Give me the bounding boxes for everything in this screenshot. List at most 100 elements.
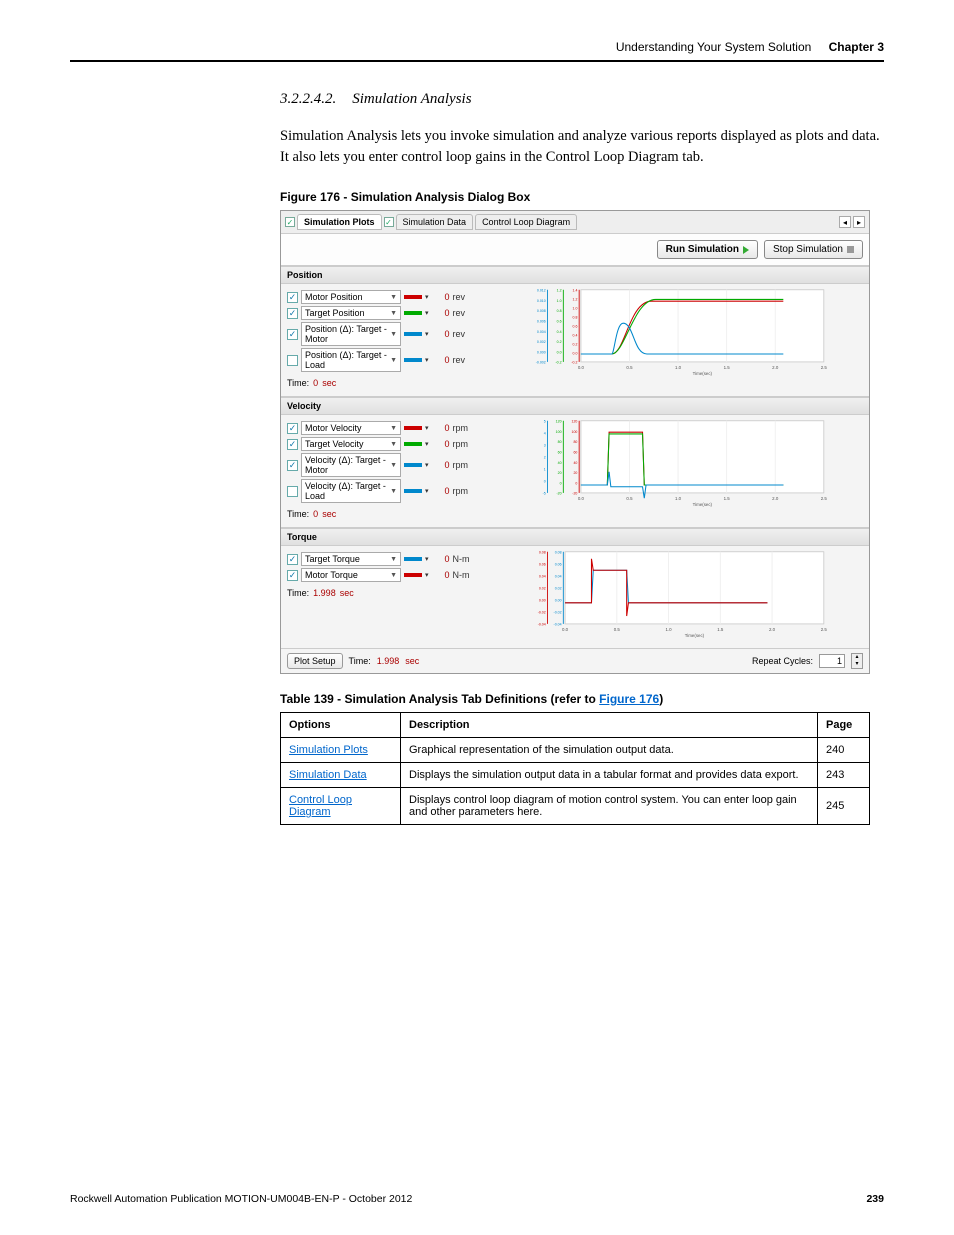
series-checkbox[interactable]: ✓ <box>287 554 298 565</box>
series-row: ✓Target Position▼▾0rev <box>287 306 497 320</box>
color-swatch[interactable] <box>404 463 422 467</box>
tab-simulation-plots[interactable]: Simulation Plots <box>297 214 382 230</box>
td-page: 245 <box>818 788 870 825</box>
option-link[interactable]: Control Loop Diagram <box>289 794 352 818</box>
series-dropdown[interactable]: Motor Velocity▼ <box>301 421 401 435</box>
svg-text:0.010: 0.010 <box>537 299 546 303</box>
color-swatch[interactable] <box>404 442 422 446</box>
color-swatch[interactable] <box>404 311 422 315</box>
run-simulation-button[interactable]: Run Simulation <box>657 240 758 259</box>
color-swatch[interactable] <box>404 358 422 362</box>
tab-control-loop[interactable]: Control Loop Diagram <box>475 214 577 230</box>
svg-text:Time(sec): Time(sec) <box>693 371 713 376</box>
footer-publication: Rockwell Automation Publication MOTION-U… <box>70 1193 412 1205</box>
td-description: Graphical representation of the simulati… <box>401 738 818 763</box>
series-checkbox[interactable]: ✓ <box>287 439 298 450</box>
series-dropdown[interactable]: Motor Torque▼ <box>301 568 401 582</box>
series-checkbox[interactable] <box>287 486 298 497</box>
color-swatch[interactable] <box>404 426 422 430</box>
swatch-caret-icon: ▾ <box>425 440 429 448</box>
table-caption-link[interactable]: Figure 176 <box>599 692 659 706</box>
tab-checkbox-icon[interactable]: ✓ <box>285 217 295 227</box>
series-dropdown[interactable]: Target Velocity▼ <box>301 437 401 451</box>
run-label: Run Simulation <box>666 244 739 255</box>
series-row: Velocity (Δ): Target - Load▼▾0rpm <box>287 479 497 503</box>
svg-text:2.0: 2.0 <box>772 365 779 370</box>
series-checkbox[interactable]: ✓ <box>287 308 298 319</box>
svg-text:-0.02: -0.02 <box>554 611 562 615</box>
svg-text:1: 1 <box>544 468 546 472</box>
svg-text:1.0: 1.0 <box>557 299 562 303</box>
svg-text:60: 60 <box>558 450 562 454</box>
header-chapter: Chapter 3 <box>829 40 884 54</box>
plot-setup-button[interactable]: Plot Setup <box>287 653 343 669</box>
svg-text:-0.02: -0.02 <box>538 611 546 615</box>
svg-text:0.2: 0.2 <box>573 343 578 347</box>
series-checkbox[interactable]: ✓ <box>287 570 298 581</box>
series-dropdown[interactable]: Target Torque▼ <box>301 552 401 566</box>
footer-page-number: 239 <box>866 1193 884 1205</box>
color-swatch[interactable] <box>404 557 422 561</box>
svg-text:-0.002: -0.002 <box>536 361 546 365</box>
svg-text:0.6: 0.6 <box>573 325 578 329</box>
series-checkbox[interactable]: ✓ <box>287 329 298 340</box>
svg-text:Time(sec): Time(sec) <box>685 633 705 638</box>
series-dropdown[interactable]: Velocity (Δ): Target - Motor▼ <box>301 453 401 477</box>
series-unit: rpm <box>453 486 469 496</box>
series-checkbox[interactable]: ✓ <box>287 292 298 303</box>
td-page: 243 <box>818 763 870 788</box>
repeat-cycles-input[interactable]: 1 <box>819 654 845 668</box>
svg-text:60: 60 <box>573 450 577 454</box>
swatch-caret-icon: ▾ <box>425 487 429 495</box>
chart-torque: -0.04-0.020.000.020.040.060.08-0.04-0.02… <box>503 550 863 638</box>
series-value: 0 <box>432 308 450 318</box>
option-link[interactable]: Simulation Data <box>289 769 367 781</box>
svg-text:-0.2: -0.2 <box>571 361 577 365</box>
stop-simulation-button[interactable]: Stop Simulation <box>764 240 863 259</box>
time-row: Time:1.998sec <box>287 588 497 598</box>
th-options: Options <box>281 713 401 738</box>
series-checkbox[interactable]: ✓ <box>287 423 298 434</box>
swatch-caret-icon: ▾ <box>425 555 429 563</box>
color-swatch[interactable] <box>404 332 422 336</box>
footer-time-label: Time: <box>349 656 371 666</box>
swatch-caret-icon: ▾ <box>425 571 429 579</box>
series-row: ✓Target Torque▼▾0N-m <box>287 552 497 566</box>
svg-text:0.04: 0.04 <box>555 575 562 579</box>
series-value: 0 <box>432 329 450 339</box>
svg-text:0.00: 0.00 <box>539 599 546 603</box>
series-unit: rev <box>453 355 466 365</box>
page-header: Understanding Your System Solution Chapt… <box>70 40 884 62</box>
color-swatch[interactable] <box>404 295 422 299</box>
series-value: 0 <box>432 460 450 470</box>
series-value: 0 <box>432 554 450 564</box>
color-swatch[interactable] <box>404 489 422 493</box>
series-checkbox[interactable] <box>287 355 298 366</box>
section-position: Position✓Motor Position▼▾0rev✓Target Pos… <box>281 266 869 397</box>
play-icon <box>743 246 749 254</box>
series-checkbox[interactable]: ✓ <box>287 460 298 471</box>
series-dropdown[interactable]: Position (Δ): Target - Motor▼ <box>301 322 401 346</box>
svg-text:0.04: 0.04 <box>539 575 546 579</box>
color-swatch[interactable] <box>404 573 422 577</box>
svg-text:100: 100 <box>572 430 578 434</box>
tab-simulation-data[interactable]: Simulation Data <box>396 214 474 230</box>
repeat-cycles-stepper[interactable]: ▴▾ <box>851 653 863 669</box>
time-row: Time:0sec <box>287 509 497 519</box>
series-dropdown[interactable]: Target Position▼ <box>301 306 401 320</box>
series-dropdown[interactable]: Position (Δ): Target - Load▼ <box>301 348 401 372</box>
swatch-caret-icon: ▾ <box>425 461 429 469</box>
nav-left-icon[interactable]: ◂ <box>839 216 851 228</box>
nav-right-icon[interactable]: ▸ <box>853 216 865 228</box>
svg-text:3: 3 <box>544 444 546 448</box>
chart-velocity: -5012345-20020406080100120-2002040608010… <box>503 419 863 507</box>
svg-text:120: 120 <box>556 420 562 424</box>
series-dropdown[interactable]: Motor Position▼ <box>301 290 401 304</box>
svg-text:40: 40 <box>573 461 577 465</box>
table-row: Simulation DataDisplays the simulation o… <box>281 763 870 788</box>
tab-checkbox-icon[interactable]: ✓ <box>384 217 394 227</box>
svg-text:0.8: 0.8 <box>557 309 562 313</box>
series-dropdown[interactable]: Velocity (Δ): Target - Load▼ <box>301 479 401 503</box>
table-caption-prefix: Table 139 - Simulation Analysis Tab Defi… <box>280 692 599 706</box>
option-link[interactable]: Simulation Plots <box>289 744 368 756</box>
